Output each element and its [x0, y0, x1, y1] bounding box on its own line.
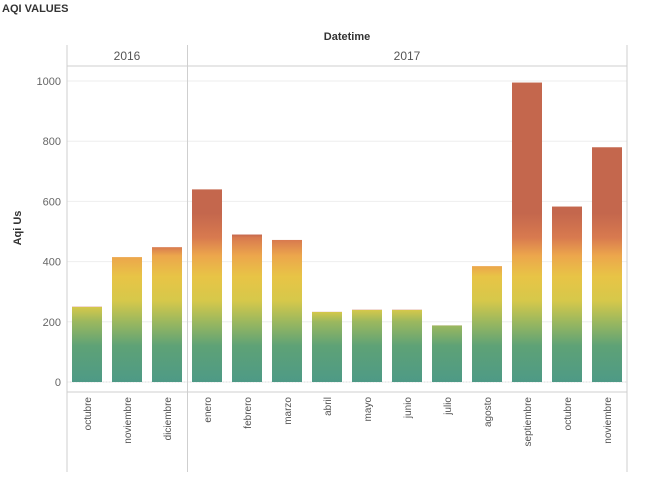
bar-junio-2017[interactable]: [392, 309, 422, 382]
bars-layer: [72, 82, 622, 383]
year-header-2017: 2017: [394, 49, 421, 63]
year-header-2016: 2016: [114, 49, 141, 63]
y-tick-label: 0: [55, 377, 61, 389]
bar-mayo-2017[interactable]: [352, 309, 382, 382]
page-title: AQI VALUES: [2, 3, 69, 15]
y-tick-label: 800: [43, 136, 61, 148]
chart-frame: [66, 45, 628, 472]
category-label: octubre: [83, 397, 94, 431]
bar-febrero-2017[interactable]: [232, 234, 262, 382]
bar-marzo-2017[interactable]: [272, 239, 302, 382]
bar-julio-2017[interactable]: [432, 325, 462, 382]
bar-enero-2017[interactable]: [192, 189, 222, 382]
category-label: agosto: [483, 397, 494, 427]
category-label: septiembre: [523, 397, 534, 447]
bar-abril-2017[interactable]: [312, 311, 342, 382]
category-label: febrero: [243, 397, 254, 429]
category-label: julio: [443, 397, 454, 416]
bar-octubre-2016[interactable]: [72, 306, 102, 382]
bar-noviembre-2016[interactable]: [112, 257, 142, 382]
category-label: diciembre: [163, 397, 174, 441]
category-label: enero: [203, 397, 214, 423]
category-label: marzo: [283, 397, 294, 425]
category-label: junio: [403, 397, 414, 420]
category-label: abril: [323, 397, 334, 416]
bar-octubre-2017[interactable]: [552, 206, 582, 382]
category-label: mayo: [363, 397, 374, 422]
y-tick-label: 200: [43, 317, 61, 329]
x-axis-title: Datetime: [324, 31, 370, 43]
category-label: octubre: [563, 397, 574, 431]
y-axis-title: Aqi Us: [12, 211, 24, 246]
bar-agosto-2017[interactable]: [472, 266, 502, 382]
labels-layer: 0 200 400 600 800 1000 Datetime Aqi Us octubre no…: [12, 31, 614, 446]
y-tick-label: 1000: [37, 76, 61, 88]
y-tick-label: 400: [43, 257, 61, 269]
category-label: noviembre: [603, 397, 614, 444]
bar-noviembre-2017[interactable]: [592, 147, 622, 382]
bar-diciembre-2016[interactable]: [152, 247, 182, 382]
grid-layer: [67, 80, 627, 383]
category-label: noviembre: [123, 397, 134, 444]
bar-septiembre-2017[interactable]: [512, 82, 542, 383]
y-tick-label: 600: [43, 196, 61, 208]
